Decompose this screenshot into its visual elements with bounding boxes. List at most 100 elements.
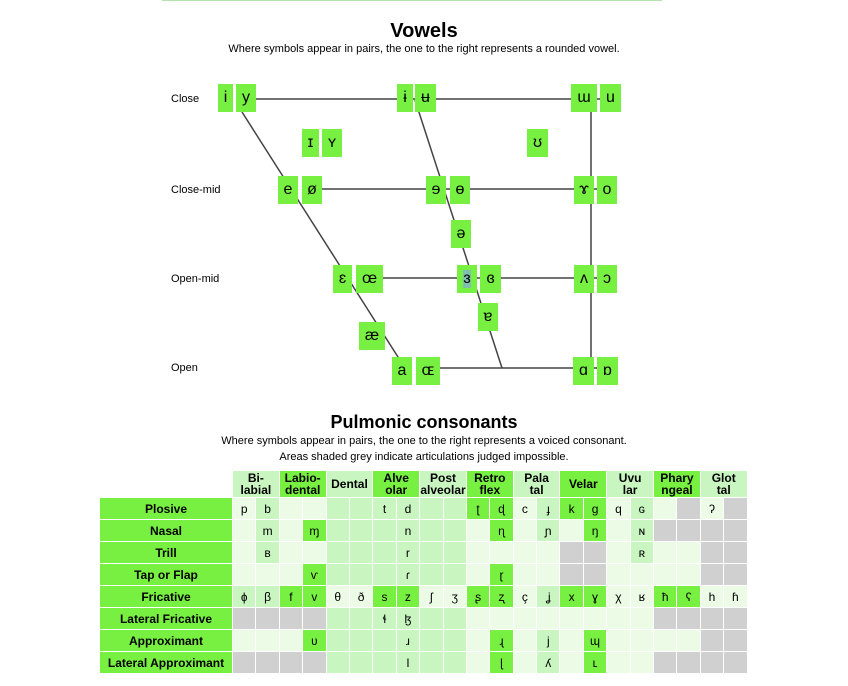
consonant-cell[interactable]: ʃ <box>420 586 443 607</box>
consonant-cell[interactable]: ɲ <box>537 520 560 541</box>
consonant-cell[interactable]: ɬ <box>373 608 396 629</box>
consonant-cell[interactable]: ɡ <box>583 498 607 519</box>
consonant-cell <box>537 564 560 585</box>
consonant-cell <box>700 564 724 585</box>
consonant-cell[interactable]: ʙ <box>256 542 279 563</box>
consonant-cell[interactable]: χ <box>607 586 630 607</box>
consonant-cell[interactable]: ʟ <box>583 652 607 673</box>
consonant-cell[interactable]: v <box>303 586 326 607</box>
consonant-cell[interactable]: p <box>233 498 256 519</box>
consonant-cell[interactable]: ɴ <box>630 520 654 541</box>
consonant-cell[interactable]: ʂ <box>466 586 490 607</box>
vowel-symbol[interactable]: ɑ <box>573 357 594 385</box>
consonant-cell[interactable]: z <box>396 586 420 607</box>
consonant-cell[interactable]: ɣ <box>583 586 607 607</box>
consonant-cell[interactable]: ð <box>349 586 373 607</box>
vowel-symbol[interactable]: ɨ <box>397 84 413 112</box>
consonant-cell[interactable]: ʒ <box>443 586 466 607</box>
consonant-cell[interactable]: j <box>537 630 560 651</box>
consonant-cell[interactable]: ʀ <box>630 542 654 563</box>
consonant-cell[interactable]: ħ <box>654 586 677 607</box>
consonant-cell[interactable]: m <box>256 520 279 541</box>
consonant-cell[interactable]: r <box>396 542 420 563</box>
vowel-symbol[interactable]: ʏ <box>322 129 342 157</box>
consonant-cell[interactable]: ɱ <box>303 520 326 541</box>
consonant-cell[interactable]: ʁ <box>630 586 654 607</box>
vowel-symbol[interactable]: ɔ <box>597 265 617 293</box>
consonant-cell <box>443 564 466 585</box>
consonant-cell[interactable]: ʎ <box>537 652 560 673</box>
vowel-symbol[interactable]: ɐ <box>478 303 498 331</box>
consonant-cell[interactable]: s <box>373 586 396 607</box>
consonant-cell[interactable]: ɾ <box>396 564 420 585</box>
consonant-cell[interactable]: ɦ <box>724 586 747 607</box>
consonant-cell[interactable]: ⱱ <box>303 564 326 585</box>
vowel-symbol[interactable]: ɯ <box>571 84 597 112</box>
consonant-cell[interactable]: x <box>560 586 583 607</box>
vowel-symbol[interactable]: ʊ <box>527 129 548 157</box>
consonant-cell[interactable]: ʐ <box>490 586 513 607</box>
consonant-cell[interactable]: ɹ <box>396 630 420 651</box>
vowel-symbol[interactable]: ɪ <box>302 129 319 157</box>
consonant-cell[interactable]: n <box>396 520 420 541</box>
consonant-cell[interactable]: β <box>256 586 279 607</box>
consonant-cell <box>466 608 490 629</box>
vowel-symbol[interactable]: e <box>278 176 298 204</box>
vowel-symbol[interactable]: ɛ <box>333 265 352 293</box>
vowel-symbol[interactable]: o <box>597 176 617 204</box>
vowel-symbol[interactable]: ɞ <box>480 265 501 293</box>
consonant-cell[interactable]: ɻ <box>490 630 513 651</box>
vowel-symbol[interactable]: i <box>218 84 233 112</box>
consonant-cell[interactable]: f <box>279 586 303 607</box>
vowel-symbol[interactable]: ø <box>302 176 322 204</box>
consonant-cell[interactable]: q <box>607 498 630 519</box>
consonant-cell[interactable]: d <box>396 498 420 519</box>
vowel-glyph: ɑ <box>579 362 588 379</box>
consonant-cell[interactable]: ʋ <box>303 630 326 651</box>
vowel-symbol[interactable]: ɶ <box>416 357 440 385</box>
vowel-symbol[interactable]: ʉ <box>415 84 436 112</box>
consonant-cell[interactable]: ŋ <box>583 520 607 541</box>
vowel-symbol[interactable]: ʌ <box>574 265 594 293</box>
consonant-cell[interactable]: θ <box>326 586 349 607</box>
vowel-symbol[interactable]: ɘ <box>426 176 446 204</box>
consonant-cell <box>326 608 349 629</box>
consonant-cell <box>279 520 303 541</box>
vowel-symbol[interactable]: u <box>600 84 621 112</box>
consonant-cell[interactable]: t <box>373 498 396 519</box>
vowel-symbol[interactable]: æ <box>359 322 385 350</box>
consonant-cell[interactable]: ɮ <box>396 608 420 629</box>
consonant-cell[interactable]: ʔ <box>700 498 724 519</box>
vowel-symbol[interactable]: ɤ <box>574 176 594 204</box>
consonant-cell[interactable]: l <box>396 652 420 673</box>
consonant-cell <box>654 498 677 519</box>
consonant-cell[interactable]: ʈ <box>466 498 490 519</box>
consonant-cell[interactable]: k <box>560 498 583 519</box>
consonant-cell[interactable]: ʝ <box>537 586 560 607</box>
consonant-cell[interactable]: ɖ <box>490 498 513 519</box>
vowel-symbol[interactable]: ɜ <box>457 265 477 293</box>
vowel-symbol[interactable]: œ <box>356 265 383 293</box>
vowel-symbol[interactable]: ɒ <box>597 357 618 385</box>
vowel-glyph: ʌ <box>580 270 588 287</box>
vowel-symbol[interactable]: y <box>236 84 256 112</box>
consonant-cell[interactable]: ɽ <box>490 564 513 585</box>
consonant-cell <box>607 652 630 673</box>
consonant-cell[interactable]: ɟ <box>537 498 560 519</box>
consonant-cell[interactable]: c <box>513 498 537 519</box>
consonant-cell[interactable]: ɢ <box>630 498 654 519</box>
consonant-cell[interactable]: ɸ <box>233 586 256 607</box>
vowel-glyph: æ <box>364 327 380 344</box>
vowel-symbol[interactable]: ɵ <box>450 176 470 204</box>
consonant-cell[interactable]: ɳ <box>490 520 513 541</box>
consonant-cell[interactable]: ç <box>513 586 537 607</box>
consonant-cell[interactable]: ʕ <box>677 586 700 607</box>
consonant-cell[interactable]: h <box>700 586 724 607</box>
vowel-symbol[interactable]: a <box>392 357 412 385</box>
vowel-symbol[interactable]: ə <box>451 220 471 248</box>
consonant-cell[interactable]: ɭ <box>490 652 513 673</box>
consonant-cell[interactable]: ɰ <box>583 630 607 651</box>
consonant-cell[interactable]: b <box>256 498 279 519</box>
consonant-cell <box>724 564 747 585</box>
consonants-subtitle-1: Where symbols appear in pairs, the one t… <box>221 435 627 447</box>
